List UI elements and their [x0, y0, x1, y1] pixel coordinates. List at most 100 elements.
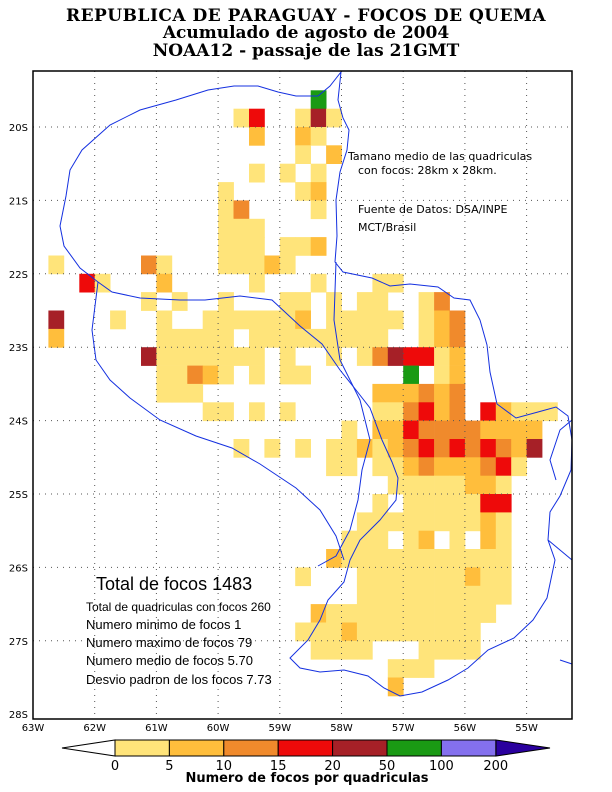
latitude-label: 21S [9, 196, 28, 207]
fire-cell [464, 640, 481, 660]
latitude-label: 20S [9, 123, 28, 134]
fire-cell [310, 622, 327, 642]
fire-cell [341, 530, 358, 550]
fire-cell [218, 402, 234, 422]
fire-cell [464, 549, 481, 568]
map-frame [32, 70, 573, 720]
fire-cell [156, 255, 173, 275]
fire-cell [202, 365, 219, 385]
fire-cell [480, 439, 497, 458]
fire-cell [387, 273, 404, 293]
fire-cell [310, 640, 327, 660]
fire-cell [202, 328, 219, 348]
colorbar-tick-label: 20 [324, 759, 341, 774]
map-title: REPUBLICA DE PARAGUAY - FOCOS DE QUEMA [65, 6, 547, 26]
fire-cell [449, 622, 466, 642]
source-note-1: Fuente de Datos: DSA/INPE [358, 203, 507, 216]
fire-cell [449, 585, 466, 605]
fire-cell [372, 530, 389, 550]
fire-cell [418, 310, 435, 330]
fire-cell [356, 328, 373, 348]
fire-cell [495, 494, 512, 513]
fire-cell [449, 640, 466, 660]
fire-cell [387, 567, 404, 587]
fire-cell [218, 237, 234, 256]
longitude-label: 62W [83, 723, 106, 734]
fire-cell [418, 347, 435, 366]
fire-cell [233, 439, 250, 458]
fire-cell [542, 402, 558, 422]
fire-cell [218, 365, 234, 385]
fire-cell [295, 145, 311, 164]
fire-cell [279, 237, 296, 256]
fire-cell [418, 585, 435, 605]
fire-cell [464, 494, 481, 513]
fire-cell [449, 512, 466, 532]
fire-cell [326, 439, 342, 458]
fire-cell [356, 549, 373, 568]
fire-cell [326, 108, 342, 128]
longitude-label: 58W [330, 723, 353, 734]
fire-cell [279, 163, 296, 183]
fire-cell [372, 402, 389, 422]
fire-cell [403, 457, 419, 477]
fire-cell [187, 383, 204, 403]
fire-cell [449, 549, 466, 568]
fire-cell [295, 439, 311, 458]
fire-cell [418, 475, 435, 495]
fire-cell [418, 457, 435, 477]
fire-cell [449, 365, 466, 385]
fire-cell [341, 457, 358, 477]
fire-cell [141, 292, 157, 311]
fire-cell [464, 420, 481, 440]
fire-cell [264, 439, 281, 458]
fire-cell [495, 512, 512, 532]
fire-cell [434, 457, 450, 477]
stat-cells: Total de quadriculas con focos 260 [86, 600, 271, 614]
fire-cell [372, 604, 389, 623]
fire-cell [295, 182, 311, 201]
fire-cell [218, 292, 234, 311]
fire-cell [79, 273, 96, 293]
colorbar-title: Numero de focos por quadriculas [185, 771, 428, 786]
fire-cell [434, 328, 450, 348]
fire-cell [403, 475, 419, 495]
fire-cell [310, 604, 327, 623]
fire-cell [449, 402, 466, 422]
fire-cell [403, 567, 419, 587]
fire-cell [418, 328, 435, 348]
fire-cell [372, 292, 389, 311]
fire-cell [326, 622, 342, 642]
fire-cell [249, 218, 265, 238]
fire-cell [480, 530, 497, 550]
fire-cell [341, 328, 358, 348]
stat-min: Numero minimo de focos 1 [86, 617, 241, 632]
fire-cell [356, 512, 373, 532]
fire-cell [341, 439, 358, 458]
colorbar-tick-label: 200 [483, 759, 508, 774]
colorbar-low-arrow [61, 739, 116, 757]
fire-cell [156, 310, 173, 330]
fire-cell [495, 567, 512, 587]
fire-cell [434, 402, 450, 422]
fire-cell [449, 439, 466, 458]
fire-cell [141, 347, 157, 366]
fire-cell [249, 347, 265, 366]
fire-cell [233, 347, 250, 366]
fire-cell [434, 640, 450, 660]
latitude-label: 27S [9, 637, 28, 648]
fire-cell [295, 328, 311, 348]
fire-cell [110, 310, 126, 330]
fire-cell [341, 310, 358, 330]
colorbar-swatch [168, 739, 225, 757]
fire-cell [403, 365, 419, 385]
fire-cell [418, 439, 435, 458]
fire-cell [295, 365, 311, 385]
fire-cell [464, 457, 481, 477]
map-subtitle: Acumulado de agosto de 2004 [162, 23, 450, 43]
fire-cell [403, 383, 419, 403]
paraguay-border [59, 70, 573, 697]
fire-cell [495, 475, 512, 495]
latitude-label: 28S [9, 710, 28, 721]
fire-cell [233, 200, 250, 220]
